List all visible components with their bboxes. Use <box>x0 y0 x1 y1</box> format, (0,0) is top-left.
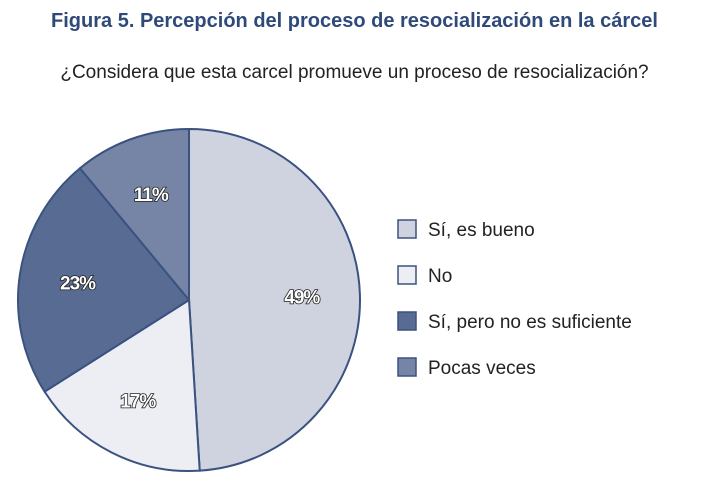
slice-label: 11% <box>134 185 169 206</box>
pie-slice-2 <box>17 166 191 394</box>
legend-entry: No <box>428 266 452 287</box>
legend-swatch <box>397 219 417 239</box>
legend-swatch <box>397 357 417 377</box>
slice-label: 23% <box>60 273 96 294</box>
pie-slice-0 <box>188 127 362 472</box>
slice-label: 49% <box>284 287 320 308</box>
legend-swatch <box>397 311 417 331</box>
legend-entry: Pocas veces <box>428 358 536 379</box>
legend-entry: Sí, es bueno <box>428 220 535 241</box>
legend-swatch <box>397 265 417 285</box>
pie-slice-3 <box>78 127 190 303</box>
pie-slice-1 <box>43 298 201 472</box>
slice-label: 17% <box>120 392 156 413</box>
chart-subtitle: ¿Considera que esta carcel promueve un p… <box>60 62 649 83</box>
legend-entry: Sí, pero no es suficiente <box>428 312 632 333</box>
chart-title: Figura 5. Percepción del proceso de reso… <box>51 10 658 32</box>
